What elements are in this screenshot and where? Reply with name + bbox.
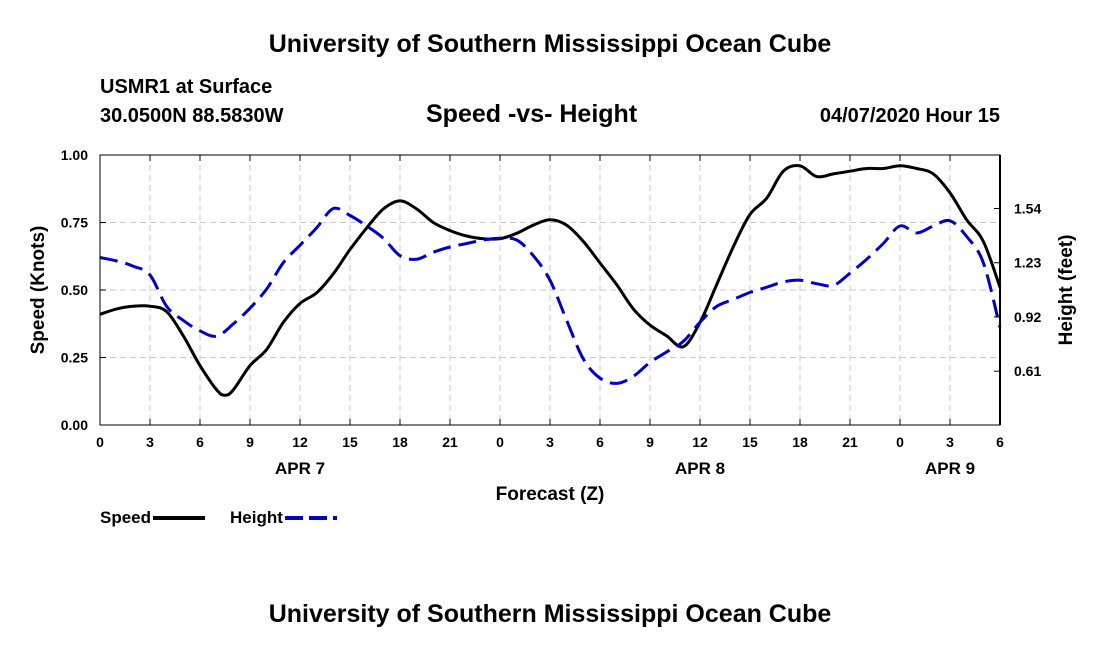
x-tick-label: 6 — [596, 434, 604, 450]
y2-tick-label: 1.54 — [1014, 201, 1041, 217]
station-coordinates: 30.0500N 88.5830W — [100, 105, 284, 127]
y-tick-label: 0.50 — [61, 282, 88, 298]
day-label: APR 9 — [925, 459, 975, 478]
x-tick-label: 6 — [196, 434, 204, 450]
day-label: APR 7 — [275, 459, 325, 478]
forecast-date-hour: 04/07/2020 Hour 15 — [819, 105, 1000, 127]
x-tick-label: 3 — [146, 434, 154, 450]
x-tick-label: 21 — [842, 434, 858, 450]
x-tick-label: 15 — [742, 434, 758, 450]
legend-height-swatch — [284, 516, 337, 520]
x-tick-label: 0 — [896, 434, 904, 450]
y2-tick-label: 0.61 — [1014, 363, 1041, 379]
y2-tick-label: 0.92 — [1014, 309, 1041, 325]
legend-height-label: Height — [230, 508, 283, 527]
legend-speed: Speed — [100, 508, 206, 528]
series-line-speed — [99, 164, 1002, 397]
y-tick-label: 1.00 — [61, 147, 88, 163]
y-tick-label: 0.25 — [61, 350, 88, 366]
x-tick-label: 0 — [96, 434, 104, 450]
y-tick-label: 0.75 — [61, 215, 88, 231]
page-title-top: University of Southern Mississippi Ocean… — [268, 30, 832, 58]
axis-ticks: 0 3 6 9 12 15 18 21 0 3 6 9 12 15 18 21 0 3 6 APR 7 APR 8 APR… — [61, 147, 1042, 478]
x-tick-label: 6 — [996, 434, 1004, 450]
series-line-height — [99, 206, 1002, 385]
grid-lines — [100, 155, 1000, 425]
station-label: USMR1 at Surface — [100, 76, 273, 98]
y2-axis-label: Height (feet) — [1056, 235, 1077, 346]
x-tick-label: 15 — [342, 434, 358, 450]
y2-tick-label: 1.23 — [1014, 255, 1041, 271]
legend-speed-swatch — [153, 516, 206, 520]
y-tick-label: 0.00 — [61, 417, 88, 433]
x-tick-label: 3 — [946, 434, 954, 450]
x-tick-label: 12 — [292, 434, 308, 450]
y-axis-label: Speed (Knots) — [28, 226, 49, 355]
x-tick-label: 21 — [442, 434, 458, 450]
x-tick-label: 9 — [646, 434, 654, 450]
legend-height: Height — [230, 508, 337, 528]
x-tick-label: 9 — [246, 434, 254, 450]
page-title-bottom: University of Southern Mississippi Ocean… — [268, 600, 832, 628]
chart-title: Speed -vs- Height — [426, 100, 638, 128]
x-axis-label: Forecast (Z) — [496, 484, 605, 505]
x-tick-label: 0 — [496, 434, 504, 450]
day-label: APR 8 — [675, 459, 725, 478]
series-lines — [99, 164, 1002, 397]
x-tick-label: 3 — [546, 434, 554, 450]
legend-speed-label: Speed — [100, 508, 152, 527]
x-tick-label: 18 — [392, 434, 408, 450]
x-tick-label: 18 — [792, 434, 808, 450]
x-tick-label: 12 — [692, 434, 708, 450]
